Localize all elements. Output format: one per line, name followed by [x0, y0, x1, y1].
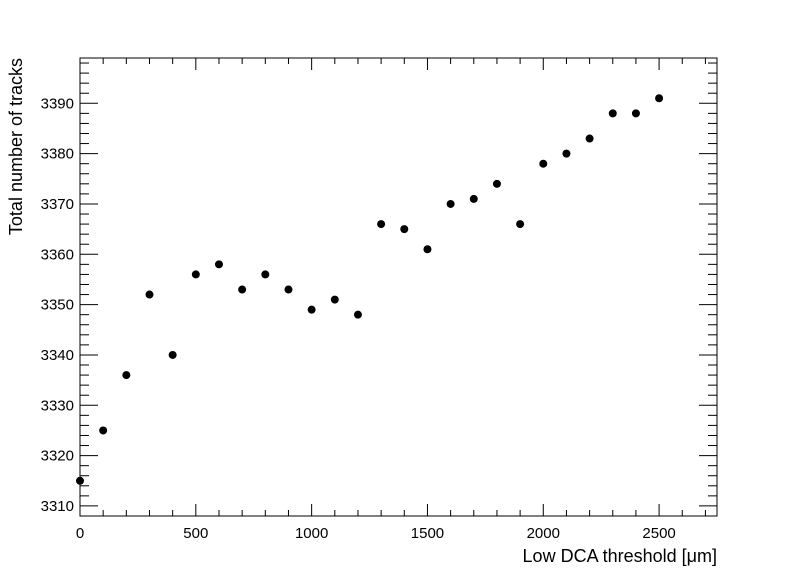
data-point	[423, 245, 432, 254]
data-point	[307, 305, 316, 314]
data-point	[516, 220, 525, 229]
x-tick-label: 1000	[295, 525, 328, 542]
x-tick-label: 2500	[642, 525, 675, 542]
data-point	[585, 134, 594, 143]
y-tick-label: 3360	[41, 246, 74, 263]
x-axis: 0 500 1000 1500 2000 2500	[76, 58, 706, 542]
data-point	[655, 94, 664, 103]
data-point	[539, 159, 548, 168]
data-point	[377, 220, 386, 229]
data-point	[469, 194, 478, 203]
y-tick-label: 3370	[41, 196, 74, 213]
data-point	[168, 350, 177, 359]
y-axis: 3310 3320 3330 3340 3350 3360 3370 3380 3390	[41, 62, 717, 517]
x-tick-label: 1500	[411, 525, 444, 542]
data-point	[122, 371, 131, 380]
y-axis-title: Total number of tracks	[6, 58, 26, 235]
y-tick-label: 3310	[41, 498, 74, 515]
data-point	[76, 476, 84, 485]
y-tick-label: 3340	[41, 347, 74, 364]
data-point	[562, 149, 571, 158]
data-point	[145, 290, 154, 299]
data-points	[76, 94, 664, 485]
plot-frame	[79, 57, 718, 517]
data-point	[191, 270, 200, 279]
x-tick-label: 0	[76, 525, 84, 542]
data-point	[238, 285, 247, 294]
x-axis-title: Low DCA threshold [μm]	[523, 546, 717, 566]
data-point	[214, 260, 223, 269]
y-tick-label: 3350	[41, 297, 74, 314]
data-point	[608, 109, 617, 118]
x-tick-label: 500	[183, 525, 208, 542]
data-point	[446, 199, 455, 208]
data-point	[99, 426, 108, 435]
y-tick-label: 3380	[41, 146, 74, 163]
data-point	[631, 109, 640, 118]
y-tick-label: 3320	[41, 448, 74, 465]
data-point	[400, 225, 409, 234]
y-tick-label: 3330	[41, 397, 74, 414]
x-tick-label: 2000	[527, 525, 560, 542]
data-point	[261, 270, 270, 279]
data-point	[330, 295, 339, 304]
y-tick-label: 3390	[41, 95, 74, 112]
data-point	[492, 179, 501, 188]
data-point	[284, 285, 293, 294]
data-point	[353, 310, 362, 319]
